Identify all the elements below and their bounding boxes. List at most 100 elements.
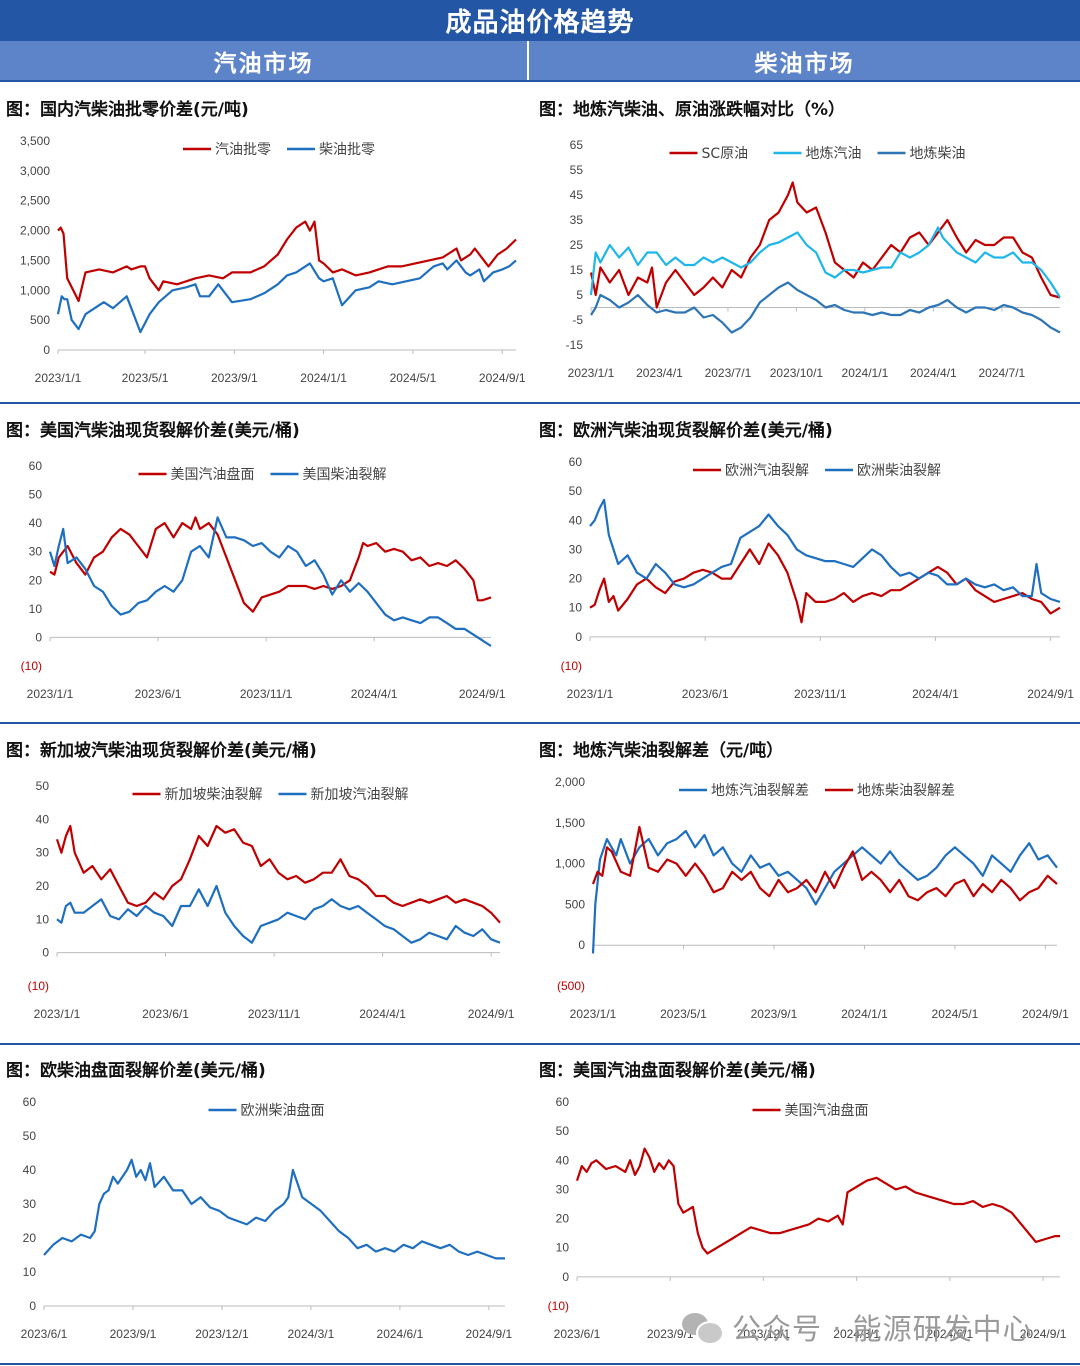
x-tick-label: 2023/9/1 (647, 1327, 694, 1341)
legend-item: 美国柴油裂解 (270, 467, 387, 483)
series-line-地炼柴油 (590, 281, 1061, 334)
y-tick-label: 50 (29, 488, 43, 502)
series-line-地炼柴油裂解差 (591, 825, 1058, 902)
chart-title: 图：美国汽柴油现货裂解价差(美元/桶) (6, 421, 300, 441)
y-tick-label: 50 (23, 1129, 37, 1143)
y-tick-label: 25 (570, 238, 584, 252)
legend-label: 美国汽油盘面 (785, 1102, 869, 1119)
series-line-美国汽油盘面 (575, 1147, 1060, 1255)
y-tick-label: 1,000 (555, 857, 585, 871)
wechat-icon (682, 1311, 724, 1345)
legend-item: 柴油批零 (287, 142, 375, 158)
y-tick-label: 0 (35, 630, 42, 644)
series-line-美国柴油裂解 (48, 516, 492, 647)
chart-panel-local-refinery-change: 图：地炼汽柴油、原油涨跌幅对比（%） -15 -5 5 15 25 35 45 55 65 202… (533, 95, 1073, 400)
y-tick-label: 60 (556, 1095, 570, 1109)
y-tick-label: 50 (569, 484, 583, 498)
row-divider-2 (0, 722, 1080, 724)
legend-item: 欧洲汽油裂解 (693, 463, 809, 479)
y-tick-label: 40 (36, 812, 50, 826)
x-tick-label: 2024/7/1 (978, 366, 1025, 380)
y-tick-label: 55 (570, 163, 584, 177)
header-divider (0, 80, 1080, 82)
y-tick-label: 1,000 (20, 283, 50, 297)
legend-label: 柴油批零 (319, 142, 375, 158)
y-tick-label: 10 (556, 1241, 570, 1255)
y-tick-label: 5 (576, 288, 583, 302)
y-tick-label: (500) (557, 979, 585, 993)
y-tick-label: (10) (28, 979, 49, 993)
y-tick-label: 500 (30, 313, 50, 327)
x-tick-label: 2024/4/1 (359, 1007, 406, 1021)
x-tick-label: 2023/9/1 (110, 1327, 157, 1341)
y-tick-label: 20 (556, 1212, 570, 1226)
y-tick-label: 60 (569, 455, 583, 469)
y-tick-label: 0 (43, 343, 50, 357)
series-line-欧洲汽油裂解 (589, 542, 1061, 624)
x-tick-label: 2023/9/1 (211, 371, 258, 385)
y-tick-label: 0 (578, 938, 585, 952)
chart-title: 图：欧柴油盘面裂解价差(美元/桶) (6, 1061, 266, 1081)
x-tick-label: 2023/1/1 (35, 371, 82, 385)
series-line-地炼汽油裂解差 (591, 829, 1058, 954)
y-tick-label: 2,000 (20, 224, 50, 238)
y-tick-label: (10) (548, 1299, 569, 1313)
x-tick-label: 2023/11/1 (794, 687, 847, 701)
x-tick-label: 2024/6/1 (927, 1327, 974, 1341)
y-tick-label: 30 (23, 1197, 37, 1211)
y-tick-label: 1,500 (20, 253, 50, 267)
x-tick-label: 2023/1/1 (567, 687, 614, 701)
legend-label: 美国汽油盘面 (171, 466, 255, 483)
y-tick-label: -15 (566, 338, 584, 352)
chart-us-crack: (10) 0 10 20 30 40 50 60 2023/1/1 2023/6/1 2023/11… (21, 459, 506, 701)
x-tick-label: 2024/3/1 (288, 1327, 335, 1341)
gasoline-market-label: 汽油市场 (213, 50, 314, 77)
series-line-柴油批零 (56, 259, 517, 334)
y-tick-label: 500 (565, 897, 585, 911)
legend-item: 欧洲柴油盘面 (208, 1102, 325, 1119)
legend-item: 新加坡汽油裂解 (278, 787, 409, 803)
y-tick-label: 10 (23, 1265, 37, 1279)
series-line-美国汽油盘面 (49, 516, 492, 613)
y-tick-label: 40 (569, 513, 583, 527)
page-title: 成品油价格趋势 (445, 8, 635, 38)
y-tick-label: (10) (21, 659, 42, 673)
x-tick-label: 2024/3/1 (833, 1327, 880, 1341)
x-tick-label: 2024/5/1 (390, 371, 437, 385)
y-tick-label: 40 (556, 1153, 570, 1167)
legend-item: 地炼汽油裂解差 (679, 783, 809, 799)
chart-panel-eu-diesel-futures: 图：欧柴油盘面裂解价差(美元/桶) 0 10 20 30 40 50 60 2023/6/1 2… (0, 1056, 540, 1361)
x-tick-label: 2024/9/1 (468, 1007, 515, 1021)
y-tick-label: 0 (562, 1270, 569, 1284)
y-tick-label: 20 (29, 573, 43, 587)
chart-panel-local-refinery-crack: 图：地炼汽柴油裂解差（元/吨） (500) 0 500 1,000 1,500 2,000… (533, 736, 1073, 1041)
legend-label: SC原油 (702, 146, 749, 162)
chart-title: 图：新加坡汽柴油现货裂解价差(美元/桶) (6, 741, 317, 761)
legend-label: 汽油批零 (215, 142, 271, 158)
x-tick-label: 2024/9/1 (1022, 1007, 1069, 1021)
x-tick-label: 2023/12/1 (737, 1327, 791, 1341)
y-tick-label: 0 (42, 946, 49, 960)
chart-local-refinery-change: -15 -5 5 15 25 35 45 55 65 2023/1/1 2023/4/1 2023/7… (566, 138, 1061, 380)
x-tick-label: 2023/12/1 (195, 1327, 249, 1341)
chart-title: 图：国内汽柴油批零价差(元/吨) (6, 100, 249, 120)
chart-panel-us-crack: 图：美国汽柴油现货裂解价差(美元/桶) (10) 0 10 20 30 40 50 60 202… (0, 416, 540, 721)
y-tick-label: 0 (575, 630, 582, 644)
x-tick-label: 2023/6/1 (21, 1327, 68, 1341)
x-tick-label: 2023/5/1 (660, 1007, 707, 1021)
legend-label: 地炼柴油 (910, 146, 966, 162)
y-tick-label: 65 (570, 138, 584, 152)
chart-title: 图：地炼汽柴油裂解差（元/吨） (539, 741, 784, 761)
diesel-market-header: 柴油市场 (529, 41, 1080, 80)
x-tick-label: 2023/10/1 (770, 366, 824, 380)
series-line-新加坡柴油裂解 (55, 824, 501, 924)
x-tick-label: 2024/9/1 (1020, 1327, 1067, 1341)
y-tick-label: 2,000 (555, 775, 585, 789)
y-tick-label: 3,000 (20, 164, 50, 178)
y-tick-label: 50 (556, 1124, 570, 1138)
page-title-banner: 成品油价格趋势 (0, 0, 1080, 41)
y-tick-label: 30 (29, 545, 43, 559)
x-tick-label: 2023/11/1 (248, 1007, 301, 1021)
chart-title: 图：地炼汽柴油、原油涨跌幅对比（%） (539, 100, 846, 120)
y-tick-label: 35 (570, 213, 584, 227)
